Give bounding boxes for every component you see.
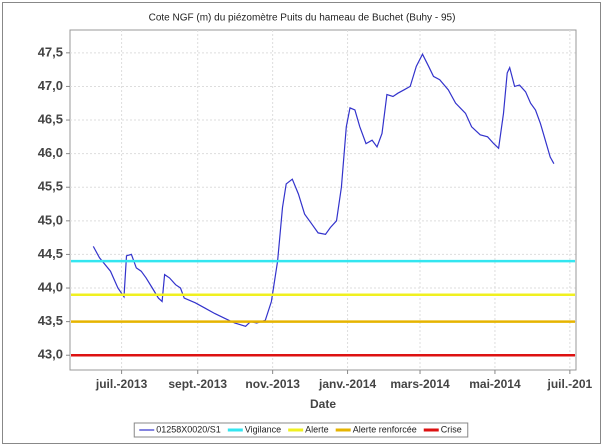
- legend: 01258X0020/S1 Vigilance Alerte Alerte renfo…: [133, 422, 469, 438]
- chart-title: Cote NGF (m) du piézomètre Puits du hame…: [149, 13, 456, 24]
- y-tick-label: 46,0: [38, 145, 63, 160]
- y-tick-label: 45,5: [38, 179, 63, 194]
- x-tick-label: mai-2014: [469, 377, 521, 391]
- legend-label: Crise: [441, 424, 462, 434]
- y-tick-label: 46,5: [38, 111, 63, 126]
- y-tick-label: 44,5: [38, 246, 63, 261]
- x-tick-label: mars-2014: [390, 377, 450, 391]
- legend-label: Vigilance: [245, 424, 281, 434]
- y-tick-label: 43,5: [38, 313, 63, 328]
- y-tick-label: 43,0: [38, 347, 63, 362]
- x-tick-label: sept.-2013: [168, 377, 227, 391]
- legend-label: Alerte renforcée: [353, 424, 417, 434]
- x-tick-label: juil.-2013: [95, 377, 148, 391]
- data-line: [92, 52, 555, 327]
- y-tick-label: 47,0: [38, 78, 63, 93]
- x-tick-label: janv.-2014: [318, 377, 376, 391]
- x-tick-label: juil.-201: [547, 377, 593, 391]
- x-axis-label: Date: [310, 397, 336, 411]
- plot-area: [69, 29, 577, 371]
- y-tick-label: 45,0: [38, 212, 63, 227]
- y-tick-label: 44,0: [38, 279, 63, 294]
- legend-label: 01258X0020/S1: [156, 424, 221, 434]
- x-tick-label: nov.-2013: [245, 377, 300, 391]
- y-tick-label: 47,5: [38, 44, 63, 59]
- legend-label: Alerte: [305, 424, 329, 434]
